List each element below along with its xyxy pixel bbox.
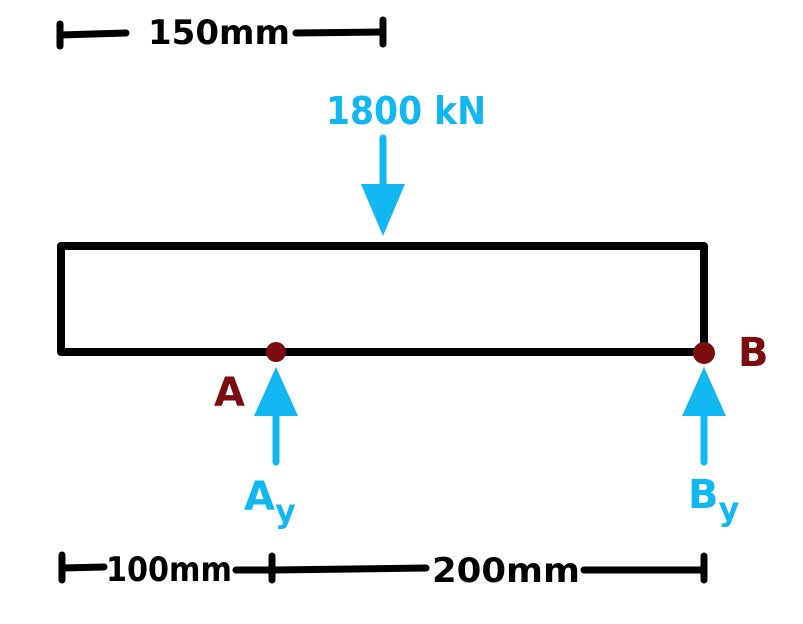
- bottom-dim-mid-line-b: [270, 564, 430, 574]
- bottom-dim-left-line: [58, 563, 108, 572]
- support-b-label: B: [738, 330, 769, 376]
- bottom-dimension-left-label: 100mm: [106, 550, 232, 590]
- top-dim-right-line: [292, 28, 387, 37]
- reaction-a-subscript: y: [275, 492, 296, 530]
- top-dim-left-line: [56, 29, 130, 39]
- bottom-dimension: [58, 551, 708, 584]
- applied-load-label: 1800 kN: [326, 89, 486, 133]
- applied-load-arrowhead: [361, 184, 405, 236]
- bottom-dimension-right-label: 200mm: [432, 551, 580, 591]
- reaction-a-arrow: [254, 367, 298, 466]
- top-dimension-label: 150mm: [148, 13, 290, 53]
- support-b-pin: [693, 342, 715, 364]
- reaction-a-label: Ay: [244, 474, 296, 530]
- reaction-b-arrow: [682, 367, 726, 466]
- applied-load-arrow: [361, 134, 405, 236]
- support-a-label: A: [214, 370, 245, 416]
- reaction-b-main: B: [688, 472, 719, 518]
- support-a-pin: [266, 342, 286, 362]
- reaction-b-label: By: [688, 472, 740, 528]
- reaction-a-main: A: [244, 474, 275, 520]
- beam: [57, 242, 708, 356]
- top-dimension: [56, 16, 387, 50]
- reaction-b-subscript: y: [719, 490, 740, 528]
- reaction-b-arrowhead: [682, 367, 726, 416]
- reaction-a-arrowhead: [254, 367, 298, 416]
